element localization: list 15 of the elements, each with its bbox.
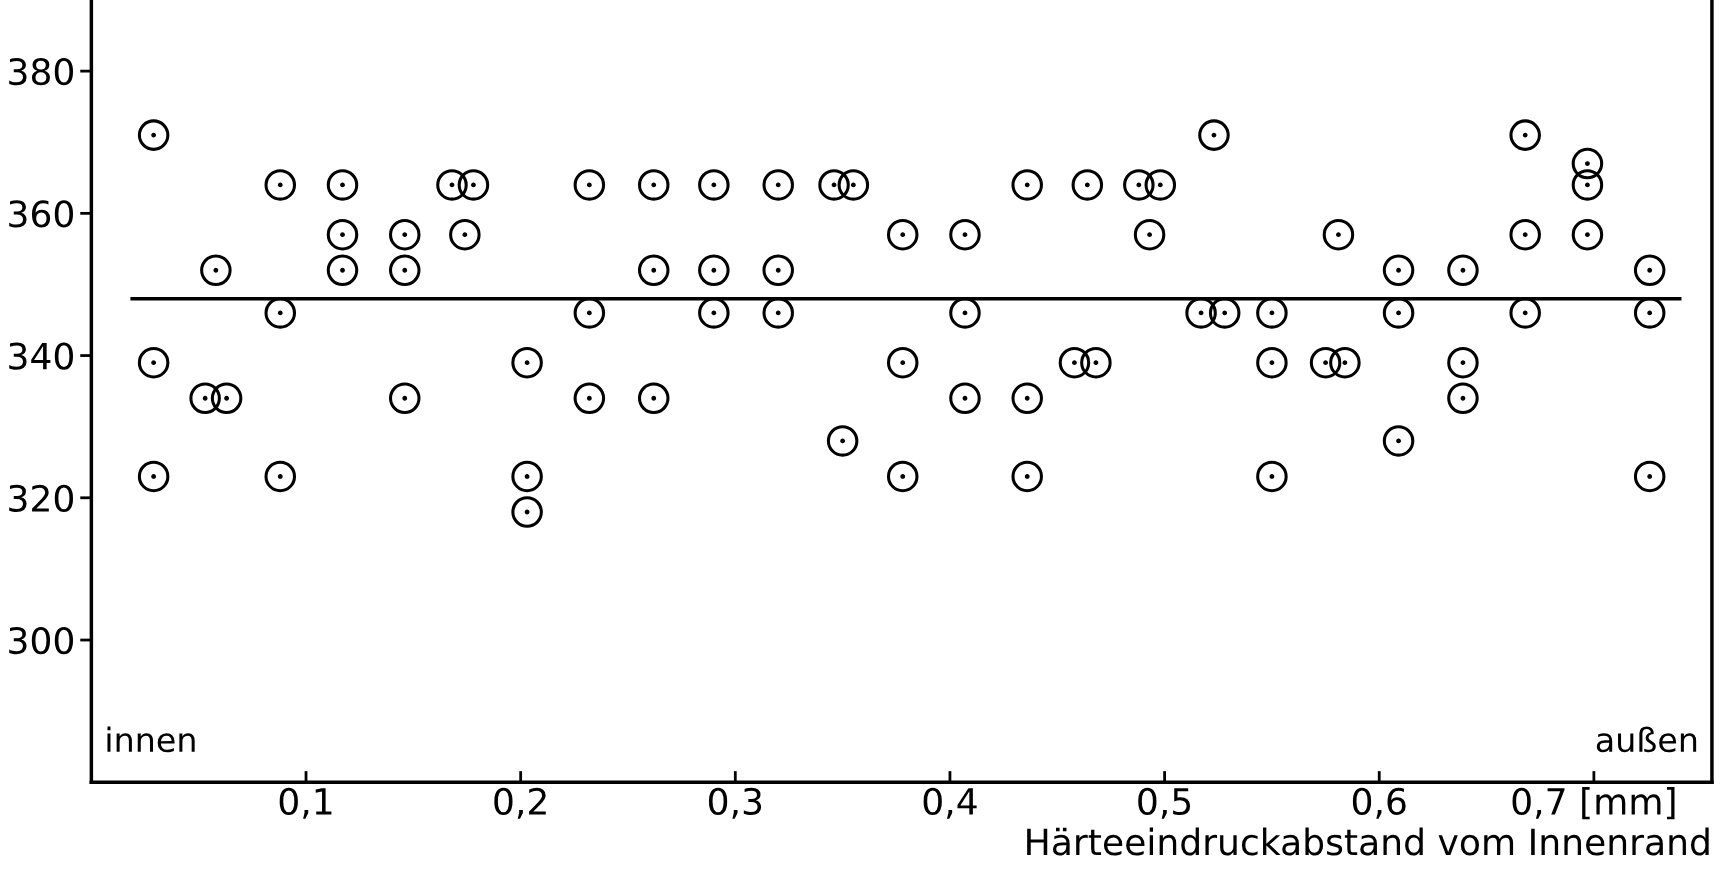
x-tick-label: 0,3 [708, 787, 762, 819]
x-tick-label: 0,2 [494, 787, 546, 819]
annotation: innen [107, 726, 195, 753]
y-tick-label: 300 [9, 626, 73, 655]
y-tick-label: 360 [9, 200, 73, 228]
x-tick-label: 0,5 [1138, 787, 1191, 819]
y-tick-label: 320 [9, 484, 73, 513]
x-tick-label: 0,4 [923, 787, 977, 819]
x-tick-label: 0,7 [mm] [1512, 787, 1675, 820]
x-axis-title: Härteeindruckabstand vom Innenrand [1027, 827, 1709, 856]
y-tick-label: 380 [9, 58, 73, 86]
x-tick-label: 0,6 [1352, 787, 1406, 819]
y-tick-label: 340 [9, 342, 73, 370]
annotation: außen [1596, 726, 1697, 753]
x-tick-label: 0,1 [279, 787, 332, 819]
